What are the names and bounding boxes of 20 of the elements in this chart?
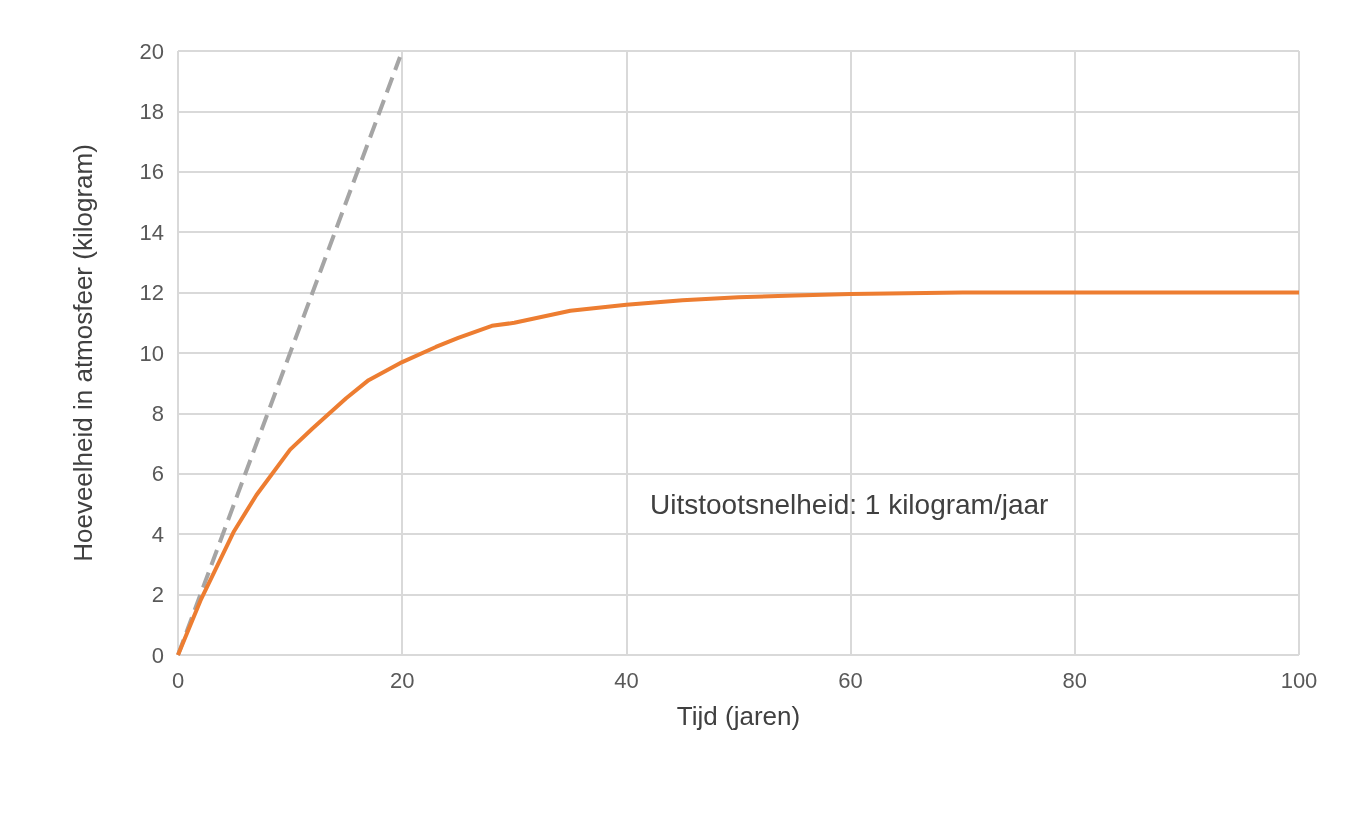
x-tick-label: 60 (838, 667, 863, 693)
x-tick-label: 100 (1280, 667, 1318, 693)
y-axis-title: Hoeveelheid in atmosfeer (kilogram) (68, 144, 98, 562)
y-tick-label: 8 (151, 400, 164, 426)
y-tick-label: 12 (139, 280, 164, 306)
x-axis-title: Tijd (jaren) (676, 701, 801, 731)
y-tick-label: 10 (139, 340, 164, 366)
x-tick-label: 80 (1062, 667, 1088, 693)
annotation: Uitstootsnelheid: 1 kilogram/jaar (650, 488, 1049, 520)
y-tick-label: 2 (151, 582, 164, 608)
y-tick-label: 0 (151, 642, 164, 668)
y-tick-label: 20 (139, 38, 164, 64)
x-tick-label: 40 (614, 667, 639, 693)
y-tick-label: 16 (139, 159, 164, 185)
y-tick-label: 14 (139, 219, 164, 245)
y-tick-label: 18 (139, 98, 164, 124)
x-tick-label: 20 (389, 667, 415, 693)
y-tick-label: 6 (151, 461, 164, 487)
y-tick-label: 4 (151, 521, 164, 547)
x-tick-label: 0 (171, 667, 185, 693)
